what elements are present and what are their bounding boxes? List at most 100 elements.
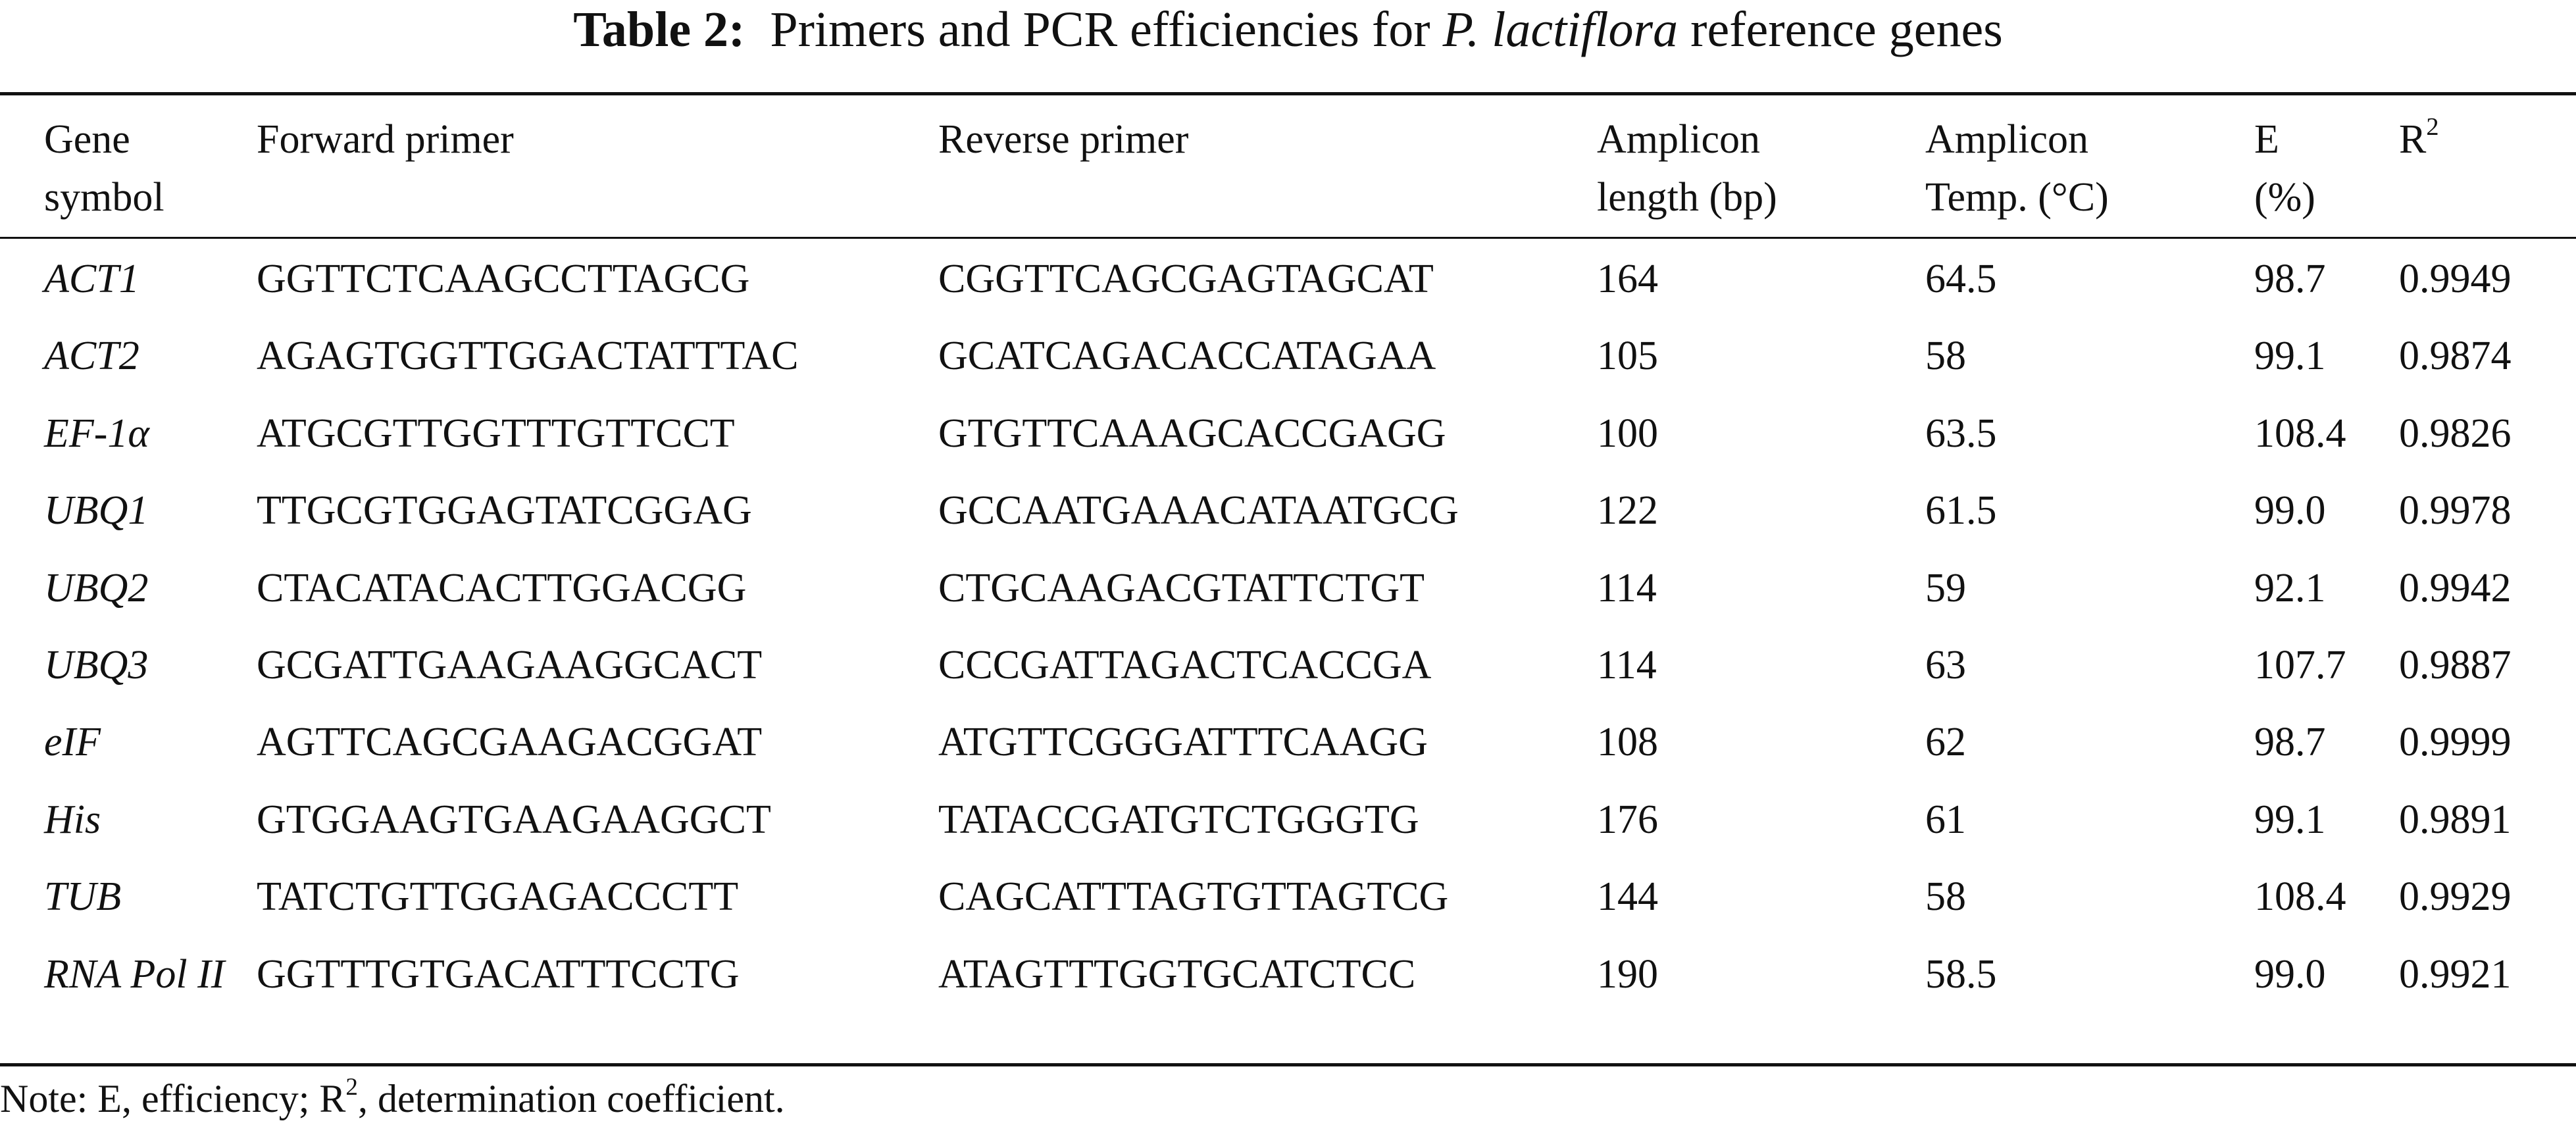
table-cell: 98.7 — [2254, 720, 2326, 765]
note-text: Note: E, efficiency; R — [0, 1077, 346, 1120]
header-cell: E (%) — [2254, 111, 2315, 226]
header-line: length (bp) — [1597, 175, 1777, 220]
table-cell: ATAGTTTGGTGCATCTCC — [938, 951, 1416, 997]
table-cell: 58 — [1925, 334, 1966, 379]
table-cell: 0.9999 — [2399, 720, 2512, 765]
table-cell: AGTTCAGCGAAGACGGAT — [257, 720, 763, 765]
table-cell: 122 — [1597, 488, 1658, 534]
header-line: Gene — [44, 117, 130, 162]
table-cell: 114 — [1597, 565, 1657, 611]
table-cell: 105 — [1597, 334, 1658, 379]
header-line: symbol — [44, 175, 164, 220]
table-cell: 59 — [1925, 565, 1966, 611]
table-cell: 92.1 — [2254, 565, 2326, 611]
table-cell: 0.9929 — [2399, 874, 2512, 920]
gene-symbol: ACT1 — [44, 257, 139, 301]
header-line: Amplicon — [1925, 117, 2088, 162]
table-cell: 64.5 — [1925, 257, 1997, 301]
table-note: Note: E, efficiency; R2, determination c… — [0, 1072, 785, 1125]
header-line: E — [2254, 117, 2279, 162]
table-cell: GCCAATGAAACATAATGCG — [938, 488, 1459, 534]
table-cell: GCGATTGAAGAAGGCACT — [257, 643, 763, 688]
gene-symbol: TUB — [44, 874, 122, 920]
header-cell: Amplicon Temp. (°C) — [1925, 111, 2109, 226]
gene-symbol: UBQ1 — [44, 488, 149, 534]
table-cell: 62 — [1925, 720, 1966, 765]
table-cell: 58 — [1925, 874, 1966, 920]
table-cell: 0.9826 — [2399, 411, 2512, 456]
table-cell: GTGTTCAAAGCACCGAGG — [938, 411, 1446, 456]
table-cell: 0.9949 — [2399, 257, 2512, 301]
table-cell: CAGCATTTAGTGTTAGTCG — [938, 874, 1449, 920]
table-cell: AGAGTGGTTGGACTATTTAC — [257, 334, 799, 379]
table-cell: 0.9942 — [2399, 565, 2512, 611]
gene-symbol: EF-1α — [44, 411, 149, 456]
header-line: Reverse primer — [938, 117, 1189, 162]
table-cell: TATCTGTTGGAGACCCTT — [257, 874, 739, 920]
table-cell: 61 — [1925, 797, 1966, 842]
gene-symbol: His — [44, 797, 101, 842]
table-cell: 144 — [1597, 874, 1658, 920]
header-sup: 2 — [2426, 113, 2439, 141]
table-cell: 58.5 — [1925, 951, 1997, 997]
header-cell: Forward primer — [257, 111, 514, 168]
table-cell: 0.9887 — [2399, 643, 2512, 688]
title-species: P. lactiflora — [1442, 2, 1679, 57]
table-cell: TATACCGATGTCTGGGTG — [938, 797, 1419, 842]
table-cell: ATGCGTTGGTTTGTTCCT — [257, 411, 735, 456]
gene-symbol: RNA Pol II — [44, 951, 225, 997]
note-text: , determination coefficient. — [357, 1077, 785, 1120]
header-cell: Reverse primer — [938, 111, 1188, 168]
note-sup: 2 — [345, 1073, 358, 1101]
header-line: Forward primer — [257, 117, 514, 162]
header-line: Temp. (°C) — [1925, 175, 2109, 220]
table-cell: 99.0 — [2254, 488, 2326, 534]
table-cell: 99.1 — [2254, 334, 2326, 379]
table-cell: CTGCAAGACGTATTCTGT — [938, 565, 1425, 611]
table-cell: 164 — [1597, 257, 1658, 301]
table-cell: 107.7 — [2254, 643, 2346, 688]
table-title: Table 2: Primers and PCR efficiencies fo… — [0, 0, 2576, 59]
table-cell: GCATCAGACACCATAGAA — [938, 334, 1436, 379]
header-cell: Amplicon length (bp) — [1597, 111, 1777, 226]
table-cell: GGTTTGTGACATTTCCTG — [257, 951, 740, 997]
table-cell: 190 — [1597, 951, 1658, 997]
table-cell: 0.9874 — [2399, 334, 2512, 379]
table-cell: 98.7 — [2254, 257, 2326, 301]
table-cell: 99.0 — [2254, 951, 2326, 997]
table-cell: 0.9891 — [2399, 797, 2512, 842]
table-cell: 61.5 — [1925, 488, 1997, 534]
table-cell: 114 — [1597, 643, 1657, 688]
table-cell: ATGTTCGGGATTTCAAGG — [938, 720, 1428, 765]
table-cell: 99.1 — [2254, 797, 2326, 842]
top-rule — [0, 92, 2576, 95]
gene-symbol: UBQ3 — [44, 643, 149, 688]
table-cell: 108.4 — [2254, 874, 2346, 920]
table-cell: CTACATACACTTGGACGG — [257, 565, 747, 611]
table-cell: GGTTCTCAAGCCTTAGCG — [257, 257, 750, 301]
table-cell: TTGCGTGGAGTATCGGAG — [257, 488, 752, 534]
header-cell: R2 — [2399, 111, 2439, 168]
header-text: R — [2399, 117, 2427, 162]
table-cell: 0.9921 — [2399, 951, 2512, 997]
header-cell: Gene symbol — [44, 111, 164, 226]
table-cell: 100 — [1597, 411, 1658, 456]
header-line: Amplicon — [1597, 117, 1760, 162]
table-cell: 0.9978 — [2399, 488, 2512, 534]
table-cell: 63 — [1925, 643, 1966, 688]
bottom-rule — [0, 1063, 2576, 1066]
table-cell: CGGTTCAGCGAGTAGCAT — [938, 257, 1434, 301]
title-text: reference genes — [1690, 2, 2003, 57]
table-cell: 108 — [1597, 720, 1658, 765]
title-text: Primers and PCR efficiencies for — [770, 2, 1430, 57]
table-cell: GTGGAAGTGAAGAAGGCT — [257, 797, 771, 842]
title-label: Table 2: — [573, 2, 745, 57]
header-line: (%) — [2254, 175, 2315, 220]
table-cell: 176 — [1597, 797, 1658, 842]
table-cell: CCCGATTAGACTCACCGA — [938, 643, 1432, 688]
gene-symbol: ACT2 — [44, 334, 139, 379]
gene-symbol: eIF — [44, 720, 101, 765]
header-rule — [0, 237, 2576, 239]
table-cell: 108.4 — [2254, 411, 2346, 456]
